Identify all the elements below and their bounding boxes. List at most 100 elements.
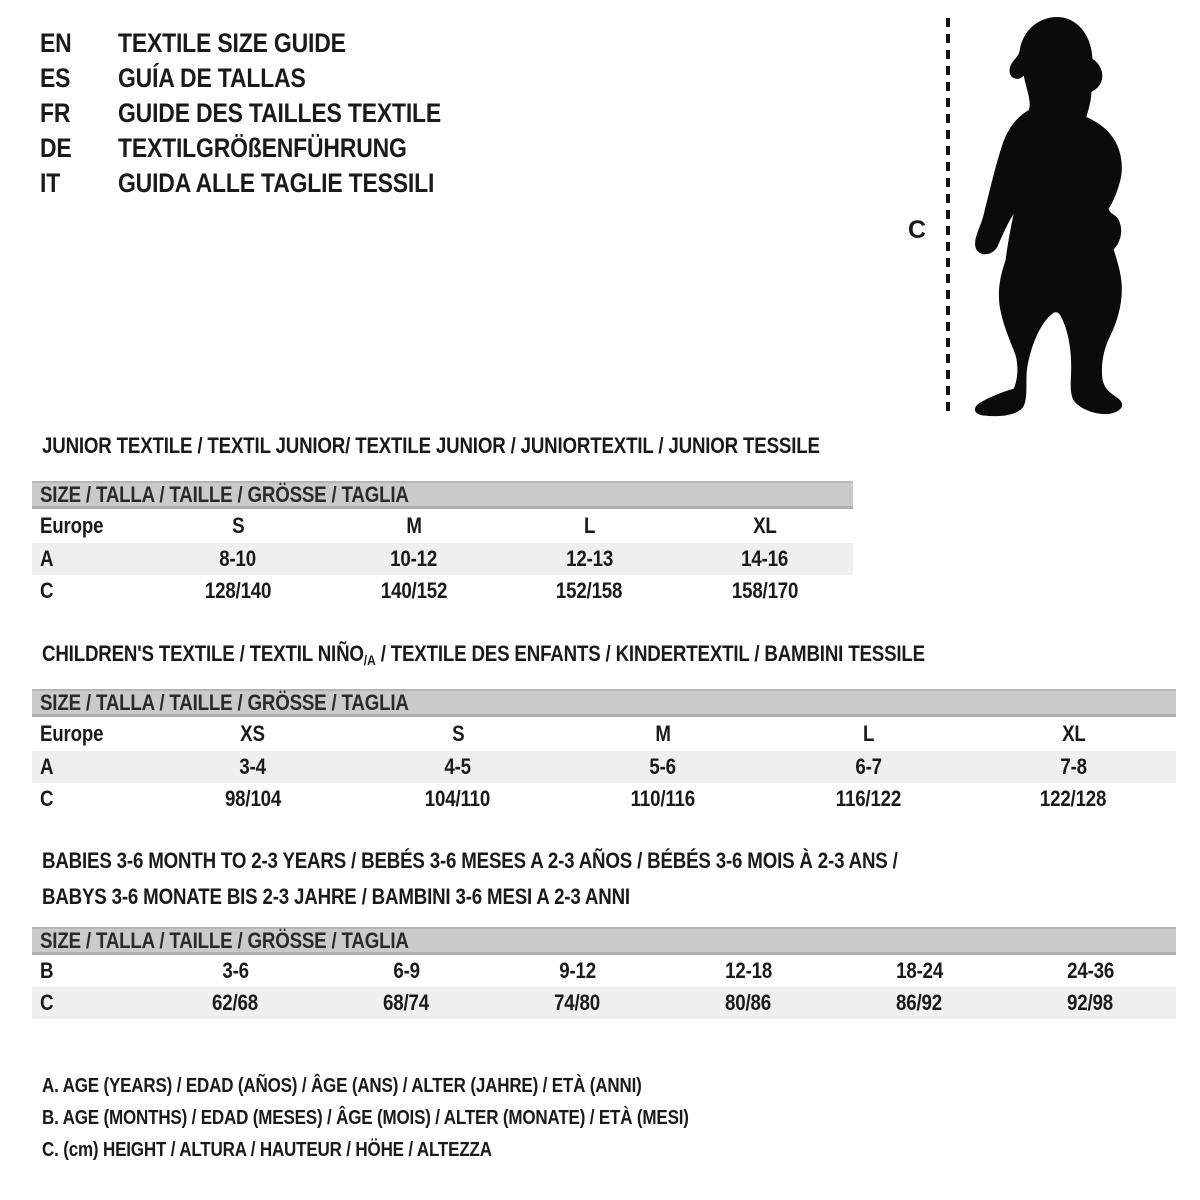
language-code: FR — [40, 98, 71, 128]
junior-height-row: C 128/140 140/152 152/158 158/170 — [32, 575, 853, 607]
children-section-title: CHILDREN'S TEXTILE / TEXTIL NIÑO/A / TEX… — [42, 641, 1081, 673]
guide-title-es: GUÍA DE TALLAS — [118, 63, 306, 93]
junior-europe-row: Europe S M L XL — [32, 509, 853, 543]
age-cell: 5-6 — [649, 754, 677, 779]
guide-title-it: GUIDA ALLE TAGLIE TESSILI — [118, 168, 435, 198]
size-cell: M — [655, 721, 671, 746]
height-cell: 110/116 — [630, 786, 696, 811]
height-cell: 152/158 — [556, 578, 623, 603]
junior-section-title: JUNIOR TEXTILE / TEXTIL JUNIOR/ TEXTILE … — [42, 433, 957, 459]
junior-section-title-text: JUNIOR TEXTILE / TEXTIL JUNIOR/ TEXTILE … — [42, 433, 820, 458]
height-cell: 140/152 — [380, 578, 447, 603]
guide-title-de: TEXTILGRÖßENFÜHRUNG — [118, 133, 407, 163]
language-row-es: ES GUÍA DE TALLAS — [40, 61, 498, 96]
language-row-en: EN TEXTILE SIZE GUIDE — [40, 26, 498, 61]
age-cell: 6-7 — [854, 754, 882, 779]
age-cell: 4-5 — [444, 754, 472, 779]
size-header-label: SIZE / TALLA / TAILLE / GRÖSSE / TAGLIA — [40, 481, 409, 507]
language-code: DE — [40, 133, 72, 163]
height-measure-dashed-line — [946, 18, 950, 416]
height-cell: 104/110 — [425, 786, 491, 811]
months-cell: 6-9 — [393, 958, 420, 983]
language-code: ES — [40, 63, 71, 93]
row-label: Europe — [40, 513, 104, 538]
children-size-table: SIZE / TALLA / TAILLE / GRÖSSE / TAGLIA … — [32, 689, 1176, 815]
babies-section-title: BABIES 3-6 MONTH TO 2-3 YEARS / BEBÉS 3-… — [42, 848, 1049, 874]
babies-section-title-line1: BABIES 3-6 MONTH TO 2-3 YEARS / BEBÉS 3-… — [42, 848, 898, 873]
language-title-list: EN TEXTILE SIZE GUIDE ES GUÍA DE TALLAS … — [40, 26, 498, 201]
height-cell: 128/140 — [204, 578, 272, 603]
months-cell: 3-6 — [222, 958, 249, 983]
measurement-legend: A. AGE (YEARS) / EDAD (AÑOS) / ÂGE (ANS)… — [42, 1070, 803, 1166]
age-cell: 10-12 — [390, 546, 438, 571]
row-label: C — [40, 990, 54, 1015]
nino-a-subscript: /A — [363, 652, 376, 668]
language-row-de: DE TEXTILGRÖßENFÜHRUNG — [40, 131, 498, 166]
babies-months-row: B 3-6 6-9 9-12 12-18 18-24 24-36 — [32, 955, 1176, 987]
children-section-title-text: CHILDREN'S TEXTILE / TEXTIL NIÑO/A / TEX… — [42, 641, 925, 668]
age-cell: 3-4 — [239, 754, 266, 779]
row-label: C — [40, 578, 54, 603]
language-code: EN — [40, 28, 72, 58]
babies-size-table: SIZE / TALLA / TAILLE / GRÖSSE / TAGLIA … — [32, 927, 1176, 1019]
months-cell: 24-36 — [1067, 958, 1114, 983]
height-cell: 98/104 — [224, 786, 281, 811]
height-cell: 62/68 — [212, 990, 259, 1015]
height-cell: 116/122 — [835, 786, 902, 811]
children-europe-row: Europe XS S M L XL — [32, 717, 1176, 751]
guide-title-en: TEXTILE SIZE GUIDE — [118, 28, 346, 58]
babies-height-row: C 62/68 68/74 74/80 80/86 86/92 92/98 — [32, 987, 1176, 1019]
legend-line-a-text: A. AGE (YEARS) / EDAD (AÑOS) / ÂGE (ANS)… — [42, 1074, 642, 1097]
age-cell: 8-10 — [219, 546, 257, 571]
size-cell: XL — [1061, 721, 1086, 746]
row-label: B — [40, 958, 54, 983]
babies-section-title-line2: BABYS 3-6 MONATE BIS 2-3 JAHRE / BAMBINI… — [42, 884, 630, 909]
row-label: A — [40, 546, 54, 571]
size-header-label: SIZE / TALLA / TAILLE / GRÖSSE / TAGLIA — [40, 927, 409, 953]
height-cell: 80/86 — [725, 990, 772, 1015]
height-measure-label: C — [908, 216, 927, 244]
size-cell: L — [862, 721, 874, 746]
junior-size-table: SIZE / TALLA / TAILLE / GRÖSSE / TAGLIA … — [32, 481, 853, 607]
legend-line-b: B. AGE (MONTHS) / EDAD (MESES) / ÂGE (MO… — [42, 1102, 803, 1134]
months-cell: 18-24 — [896, 958, 943, 983]
height-measure-figure: C — [900, 14, 1160, 420]
size-cell: XS — [240, 721, 265, 746]
size-header-label: SIZE / TALLA / TAILLE / GRÖSSE / TAGLIA — [40, 689, 409, 715]
height-cell: 92/98 — [1067, 990, 1114, 1015]
row-label: A — [40, 754, 54, 779]
junior-size-header-bar: SIZE / TALLA / TAILLE / GRÖSSE / TAGLIA — [32, 481, 853, 509]
size-cell: M — [405, 513, 422, 538]
size-cell: L — [583, 513, 596, 538]
guide-title-fr: GUIDE DES TAILLES TEXTILE — [118, 98, 442, 128]
legend-line-c-text: C. (cm) HEIGHT / ALTURA / HAUTEUR / HÖHE… — [42, 1138, 492, 1161]
babies-size-header-bar: SIZE / TALLA / TAILLE / GRÖSSE / TAGLIA — [32, 927, 1176, 955]
height-cell: 158/170 — [731, 578, 799, 603]
language-row-it: IT GUIDA ALLE TAGLIE TESSILI — [40, 166, 498, 201]
toddler-silhouette-icon — [974, 17, 1123, 417]
children-size-header-bar: SIZE / TALLA / TAILLE / GRÖSSE / TAGLIA — [32, 689, 1176, 717]
months-cell: 9-12 — [559, 958, 596, 983]
row-label: C — [40, 786, 54, 811]
height-cell: 86/92 — [896, 990, 943, 1015]
language-code: IT — [40, 168, 61, 198]
height-cell: 122/128 — [1040, 786, 1107, 811]
age-cell: 12-13 — [565, 546, 613, 571]
size-cell: S — [231, 513, 245, 538]
size-cell: XL — [753, 513, 777, 538]
age-cell: 14-16 — [741, 546, 789, 571]
height-cell: 68/74 — [383, 990, 430, 1015]
legend-line-a: A. AGE (YEARS) / EDAD (AÑOS) / ÂGE (ANS)… — [42, 1070, 803, 1102]
legend-line-c: C. (cm) HEIGHT / ALTURA / HAUTEUR / HÖHE… — [42, 1134, 803, 1166]
age-cell: 7-8 — [1060, 754, 1087, 779]
months-cell: 12-18 — [725, 958, 772, 983]
language-row-fr: FR GUIDE DES TAILLES TEXTILE — [40, 96, 498, 131]
size-cell: S — [451, 721, 464, 746]
junior-age-row: A 8-10 10-12 12-13 14-16 — [32, 543, 853, 575]
row-label: Europe — [40, 721, 104, 746]
children-height-row: C 98/104 104/110 110/116 116/122 122/128 — [32, 783, 1176, 815]
children-age-row: A 3-4 4-5 5-6 6-7 7-8 — [32, 751, 1176, 783]
height-cell: 74/80 — [554, 990, 601, 1015]
babies-section-title-2: BABYS 3-6 MONATE BIS 2-3 JAHRE / BAMBINI… — [42, 884, 734, 910]
